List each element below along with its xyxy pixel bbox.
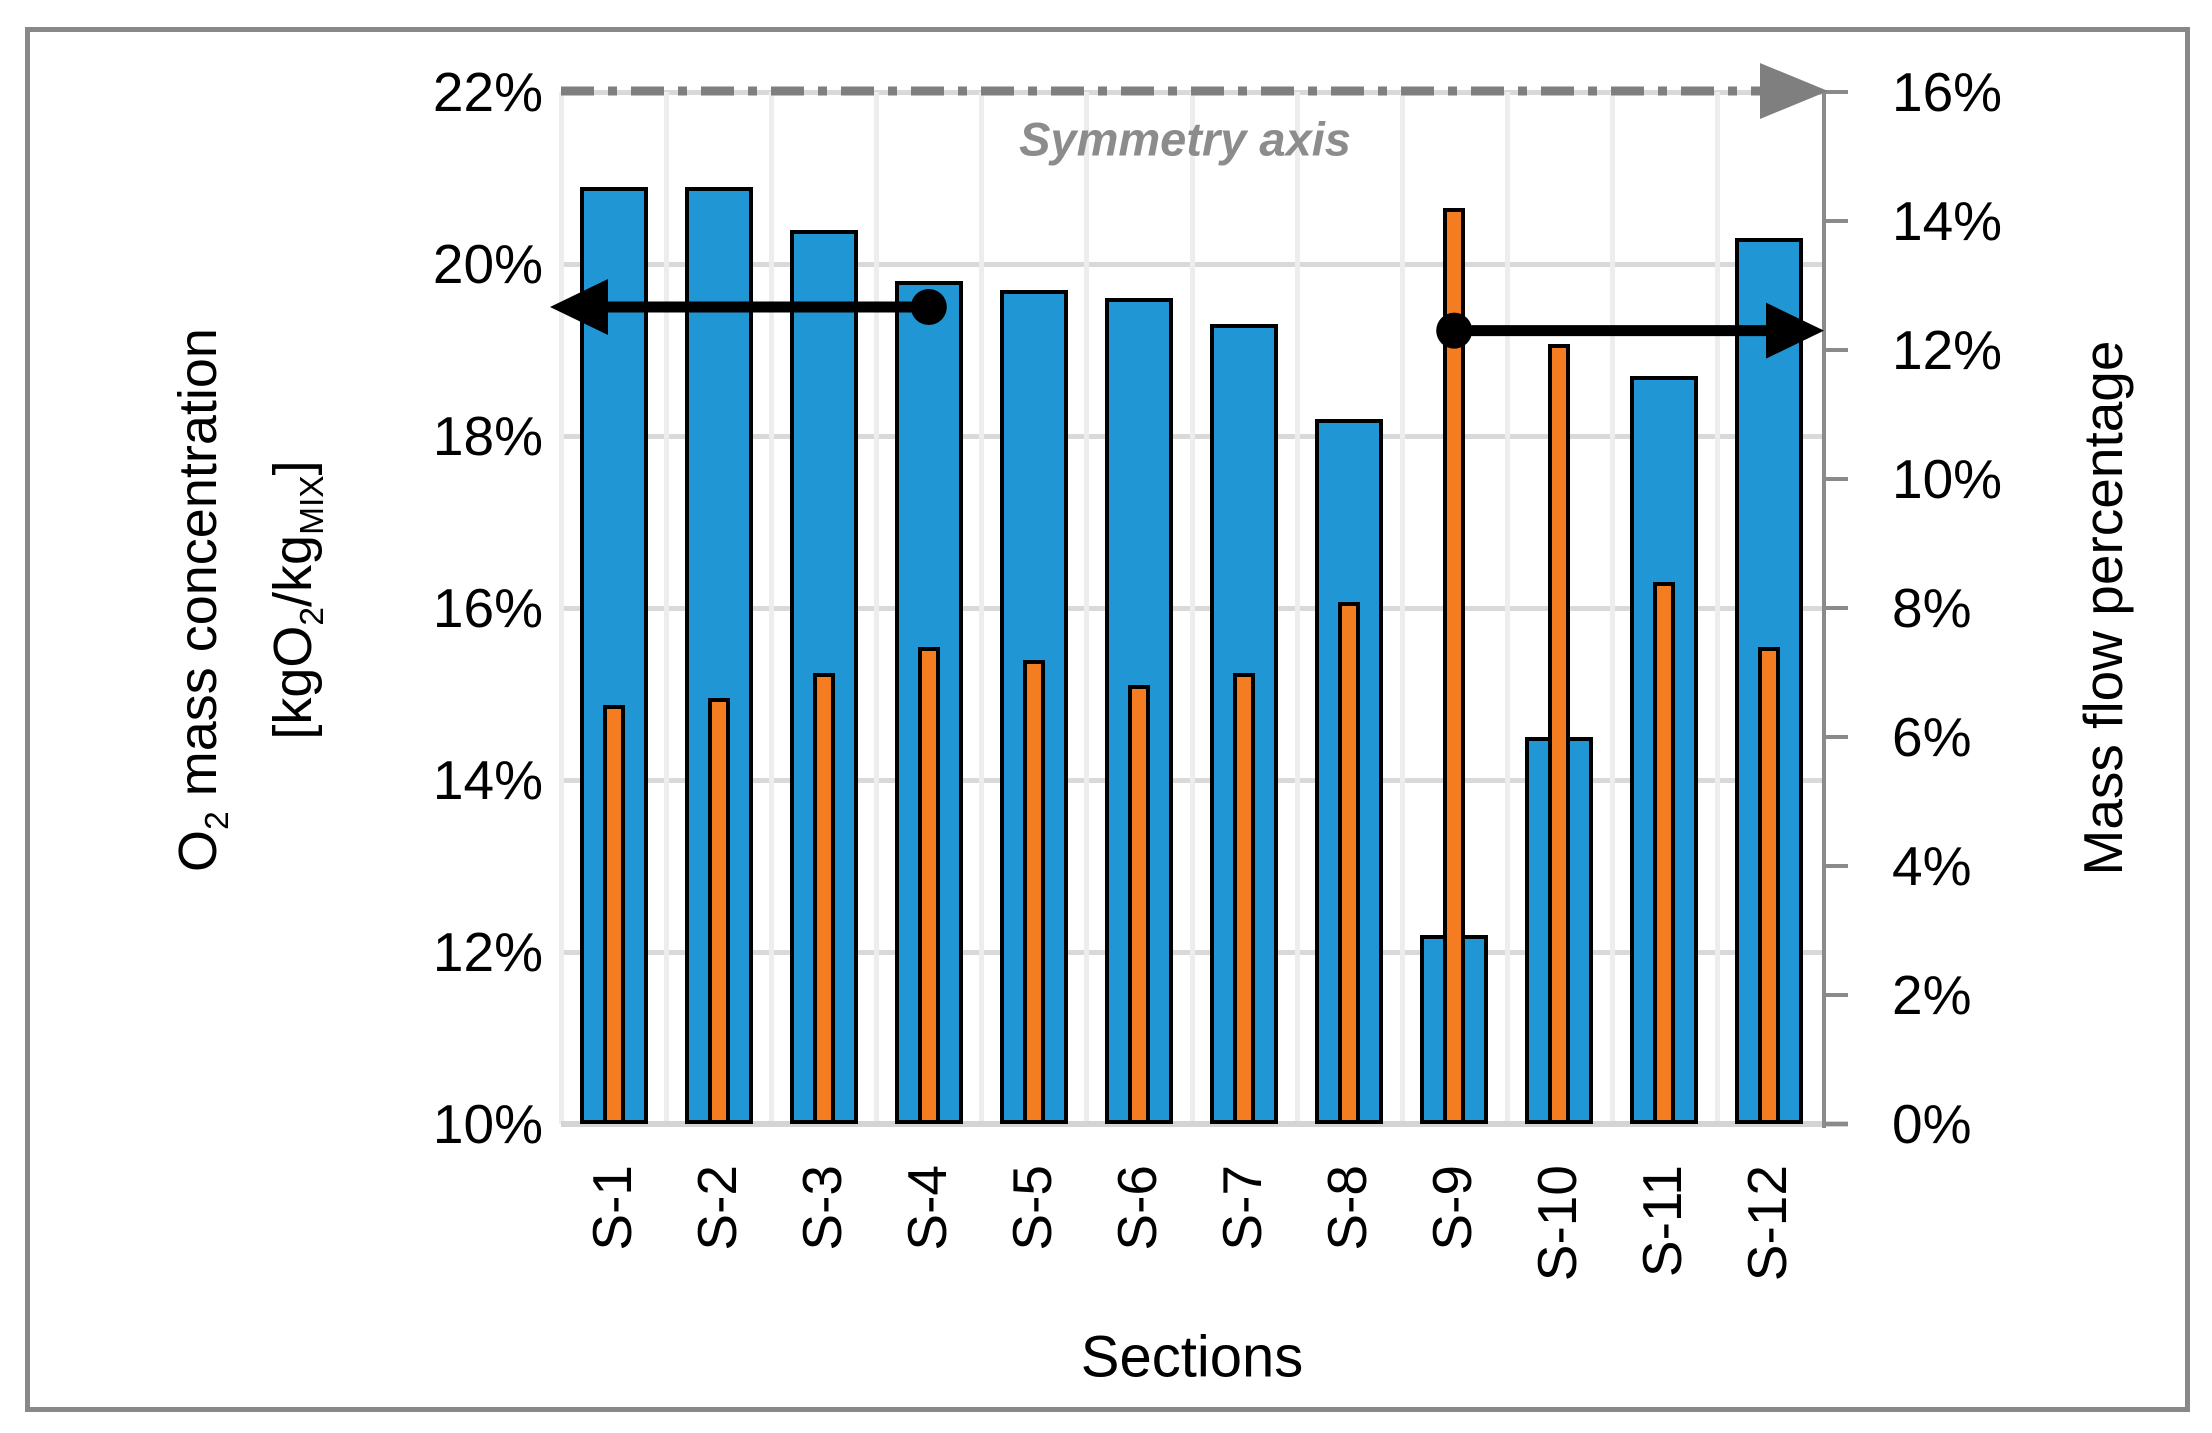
vertical-gridline	[1084, 92, 1090, 1124]
x-tick-label-S-1: S-1	[580, 1165, 643, 1251]
vertical-gridline	[874, 92, 880, 1124]
orange-bar-S-1	[602, 704, 625, 1124]
left-tick-label: 22%	[432, 61, 543, 123]
orange-bar-S-11	[1653, 582, 1676, 1124]
x-tick-label-S-3: S-3	[790, 1165, 853, 1251]
left-tick-label: 12%	[432, 921, 543, 983]
right-tick-label: 16%	[1892, 61, 2003, 123]
right-axis-tick	[1822, 1122, 1848, 1126]
left-axis-units: [kgO2/kgMIX]	[263, 460, 331, 740]
orange-bar-S-10	[1548, 343, 1571, 1124]
vertical-gridline	[559, 92, 564, 1124]
orange-bar-S-2	[707, 698, 730, 1124]
vertical-gridline	[1294, 92, 1300, 1124]
left-tick-label: 14%	[432, 749, 543, 811]
x-tick-label-S-2: S-2	[685, 1165, 748, 1251]
x-tick-label-S-8: S-8	[1316, 1165, 1379, 1251]
left-tick-label: 18%	[432, 405, 543, 467]
bottom-axis-line	[561, 1121, 1848, 1127]
vertical-gridline	[1504, 92, 1510, 1124]
symmetry-axis-label: Symmetry axis	[1019, 112, 1351, 166]
vertical-gridline	[769, 92, 775, 1124]
right-axis-tick	[1822, 90, 1848, 94]
right-tick-label: 14%	[1892, 190, 2003, 252]
symmetry-axis-arrowhead-icon	[1760, 63, 1828, 119]
left-tick-label: 20%	[432, 233, 543, 295]
vertical-gridline	[664, 92, 670, 1124]
x-tick-label-S-5: S-5	[1000, 1165, 1063, 1251]
right-arrow-dot	[1436, 312, 1473, 349]
orange-bar-S-7	[1233, 672, 1256, 1124]
orange-bar-S-5	[1022, 659, 1045, 1124]
x-tick-label-S-11: S-11	[1631, 1165, 1694, 1278]
orange-bar-S-9	[1443, 208, 1466, 1124]
left-arrow-dot	[910, 289, 947, 325]
right-tick-label: 0%	[1892, 1093, 1972, 1155]
right-tick-label: 12%	[1892, 319, 2003, 381]
vertical-gridline	[1609, 92, 1615, 1124]
right-tick-label: 2%	[1892, 964, 1972, 1026]
right-axis-title: Mass flow percentage	[2072, 340, 2134, 876]
right-arrowhead-icon	[1766, 302, 1824, 359]
orange-bar-S-4	[917, 646, 940, 1124]
vertical-gridline	[1399, 92, 1405, 1124]
vertical-gridline	[979, 92, 985, 1124]
left-tick-label: 10%	[432, 1093, 543, 1155]
x-tick-label-S-12: S-12	[1736, 1165, 1799, 1282]
x-tick-label-S-10: S-10	[1526, 1165, 1589, 1282]
orange-bar-S-12	[1758, 646, 1781, 1124]
left-axis-title: O2 mass concentration	[168, 328, 236, 872]
orange-bar-S-3	[812, 672, 835, 1124]
right-axis-tick	[1822, 348, 1848, 352]
orange-bar-S-8	[1338, 601, 1361, 1124]
right-axis-tick	[1822, 606, 1848, 610]
right-axis-tick	[1822, 864, 1848, 868]
x-axis-title: Sections	[1080, 1324, 1304, 1390]
orange-bar-S-6	[1127, 685, 1150, 1124]
x-tick-label-S-4: S-4	[895, 1165, 958, 1251]
left-arrowhead-icon	[550, 279, 608, 335]
x-tick-label-S-9: S-9	[1421, 1165, 1484, 1251]
right-axis-line	[1822, 92, 1826, 1128]
right-axis-tick	[1822, 735, 1848, 739]
right-tick-label: 4%	[1892, 835, 1972, 897]
right-tick-label: 10%	[1892, 448, 2003, 510]
vertical-gridline	[1714, 92, 1720, 1124]
vertical-gridline	[1189, 92, 1195, 1124]
left-tick-label: 16%	[432, 577, 543, 639]
right-axis-tick	[1822, 219, 1848, 223]
right-tick-label: 6%	[1892, 706, 1972, 768]
right-tick-label: 8%	[1892, 577, 1972, 639]
right-axis-tick	[1822, 993, 1848, 997]
right-axis-tick	[1822, 477, 1848, 481]
